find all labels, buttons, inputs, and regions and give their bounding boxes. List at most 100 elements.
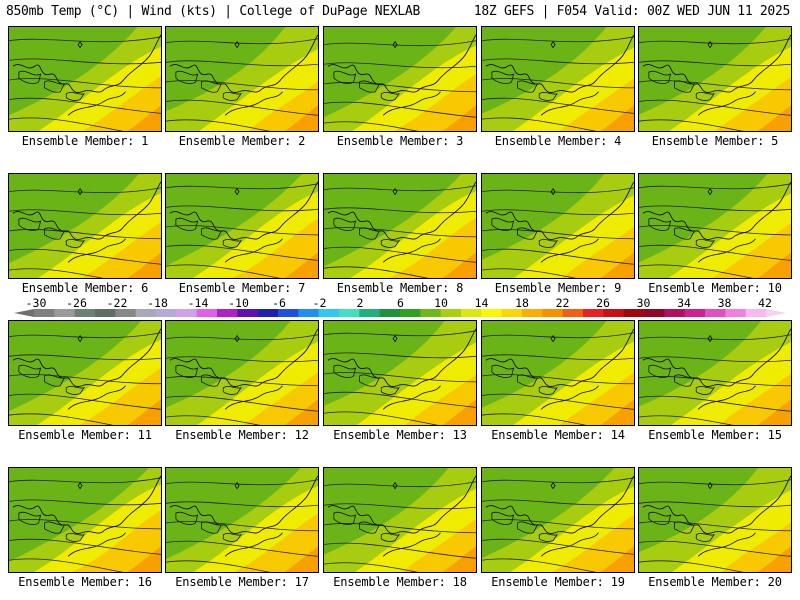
ensemble-member-9-label: Ensemble Member: 9 xyxy=(494,281,622,295)
ensemble-member-18-map xyxy=(323,467,477,573)
colorbar-tick-label: 34 xyxy=(677,296,691,310)
ensemble-member-7-label: Ensemble Member: 7 xyxy=(178,281,306,295)
colorbar-tick-label: 14 xyxy=(474,296,489,310)
colorbar-tick-label: -6 xyxy=(272,296,286,310)
ensemble-member-5-label: Ensemble Member: 5 xyxy=(651,134,779,148)
ensemble-member-4-map xyxy=(481,26,635,132)
colorbar-segment xyxy=(725,309,747,317)
colorbar-left-arrow xyxy=(14,309,34,317)
colorbar-segment xyxy=(440,309,462,317)
colorbar-segment xyxy=(400,309,421,317)
colorbar-segment xyxy=(257,309,279,317)
colorbar-segment xyxy=(237,309,259,317)
colorbar-tick-label: 38 xyxy=(717,296,732,310)
colorbar-segment xyxy=(562,309,584,317)
colorbar-tick-label: 2 xyxy=(356,296,364,310)
ensemble-member-13-map xyxy=(323,320,477,426)
colorbar-segment xyxy=(298,309,320,317)
ensemble-member-11-label: Ensemble Member: 11 xyxy=(18,428,152,442)
ensemble-member-9-map xyxy=(481,173,635,279)
ensemble-member-5-map xyxy=(638,26,792,132)
colorbar-segment xyxy=(176,309,198,317)
ensemble-member-3-map xyxy=(323,26,477,132)
colorbar-tick-label: -2 xyxy=(312,296,327,310)
colorbar-segment xyxy=(156,309,177,317)
colorbar-tick-label: -30 xyxy=(25,296,47,310)
colorbar-segment xyxy=(339,309,360,317)
colorbar-segment xyxy=(684,309,706,317)
ensemble-member-12-label: Ensemble Member: 12 xyxy=(175,428,309,442)
ensemble-member-20-map xyxy=(638,467,792,573)
colorbar-tick-label: -14 xyxy=(187,296,209,310)
ensemble-member-8-map xyxy=(323,173,477,279)
colorbar-tick-labels: -30 -26 -22 -18 -14 -10 -6 -2 2 6 10 14 18 22 26 30 34 38… xyxy=(0,296,800,310)
colorbar-tick-label: 26 xyxy=(596,296,610,310)
colorbar-segment xyxy=(644,309,665,317)
colorbar-segment xyxy=(501,309,523,317)
ensemble-member-3-label: Ensemble Member: 3 xyxy=(336,134,464,148)
ensemble-member-19-label: Ensemble Member: 19 xyxy=(491,575,625,589)
colorbar-segment xyxy=(745,309,767,317)
colorbar-segment xyxy=(603,309,625,317)
colorbar-tick-label: 6 xyxy=(397,296,404,310)
temperature-colorbar xyxy=(14,309,786,317)
colorbar-segment xyxy=(359,309,381,317)
ensemble-member-17-label: Ensemble Member: 17 xyxy=(175,575,309,589)
ensemble-member-15-map xyxy=(638,320,792,426)
ensemble-member-14-map xyxy=(481,320,635,426)
ensemble-member-16-map xyxy=(8,467,162,573)
ensemble-member-2-label: Ensemble Member: 2 xyxy=(178,134,306,148)
colorbar-segment xyxy=(522,309,543,317)
ensemble-member-17-map xyxy=(165,467,319,573)
colorbar-segment xyxy=(461,309,482,317)
colorbar-segment xyxy=(542,309,564,317)
colorbar-segment xyxy=(115,309,137,317)
colorbar-segment xyxy=(34,309,55,317)
ensemble-member-1-map xyxy=(8,26,162,132)
ensemble-member-18-label: Ensemble Member: 18 xyxy=(333,575,467,589)
colorbar-segment xyxy=(583,309,604,317)
model-run-info: 18Z GEFS | F054 Valid: 00Z WED JUN 11 20… xyxy=(473,4,790,19)
ensemble-member-1-label: Ensemble Member: 1 xyxy=(21,134,149,148)
colorbar-segment xyxy=(54,309,76,317)
colorbar-segment xyxy=(278,309,299,317)
ensemble-member-2-map xyxy=(165,26,319,132)
colorbar-segment xyxy=(217,309,238,317)
colorbar-segment xyxy=(379,309,401,317)
colorbar-tick-label: -26 xyxy=(66,296,87,310)
colorbar-segment xyxy=(74,309,96,317)
colorbar-segment xyxy=(135,309,157,317)
colorbar-tick-label: 42 xyxy=(758,296,772,310)
ensemble-member-11-map xyxy=(8,320,162,426)
ensemble-member-14-label: Ensemble Member: 14 xyxy=(491,428,625,442)
ensemble-member-6-map xyxy=(8,173,162,279)
colorbar-tick-label: 18 xyxy=(515,296,529,310)
colorbar-tick-label: -18 xyxy=(147,296,168,310)
ensemble-member-12-map xyxy=(165,320,319,426)
colorbar-segment xyxy=(196,309,218,317)
ensemble-member-10-label: Ensemble Member: 10 xyxy=(648,281,782,295)
ensemble-member-16-label: Ensemble Member: 16 xyxy=(18,575,152,589)
colorbar-segment xyxy=(481,309,503,317)
colorbar-segment xyxy=(705,309,726,317)
colorbar-segment xyxy=(420,309,442,317)
colorbar-segment xyxy=(95,309,116,317)
colorbar-tick-label: 22 xyxy=(555,296,570,310)
colorbar-segment xyxy=(623,309,645,317)
ensemble-member-15-label: Ensemble Member: 15 xyxy=(648,428,782,442)
colorbar-segment xyxy=(664,309,686,317)
colorbar-right-arrow xyxy=(766,309,786,317)
ensemble-member-4-label: Ensemble Member: 4 xyxy=(494,134,622,148)
ensemble-member-6-label: Ensemble Member: 6 xyxy=(21,281,149,295)
colorbar-tick-label: 10 xyxy=(434,296,448,310)
colorbar-segment xyxy=(318,309,340,317)
colorbar-tick-label: 30 xyxy=(636,296,651,310)
ensemble-member-20-label: Ensemble Member: 20 xyxy=(648,575,782,589)
ensemble-member-10-map xyxy=(638,173,792,279)
map-title: 850mb Temp (°C) | Wind (kts) | College o… xyxy=(6,4,420,19)
colorbar-tick-label: -10 xyxy=(228,296,249,310)
ensemble-member-8-label: Ensemble Member: 8 xyxy=(336,281,464,295)
colorbar-tick-label: -22 xyxy=(106,296,128,310)
ensemble-member-19-map xyxy=(481,467,635,573)
ensemble-member-13-label: Ensemble Member: 13 xyxy=(333,428,467,442)
